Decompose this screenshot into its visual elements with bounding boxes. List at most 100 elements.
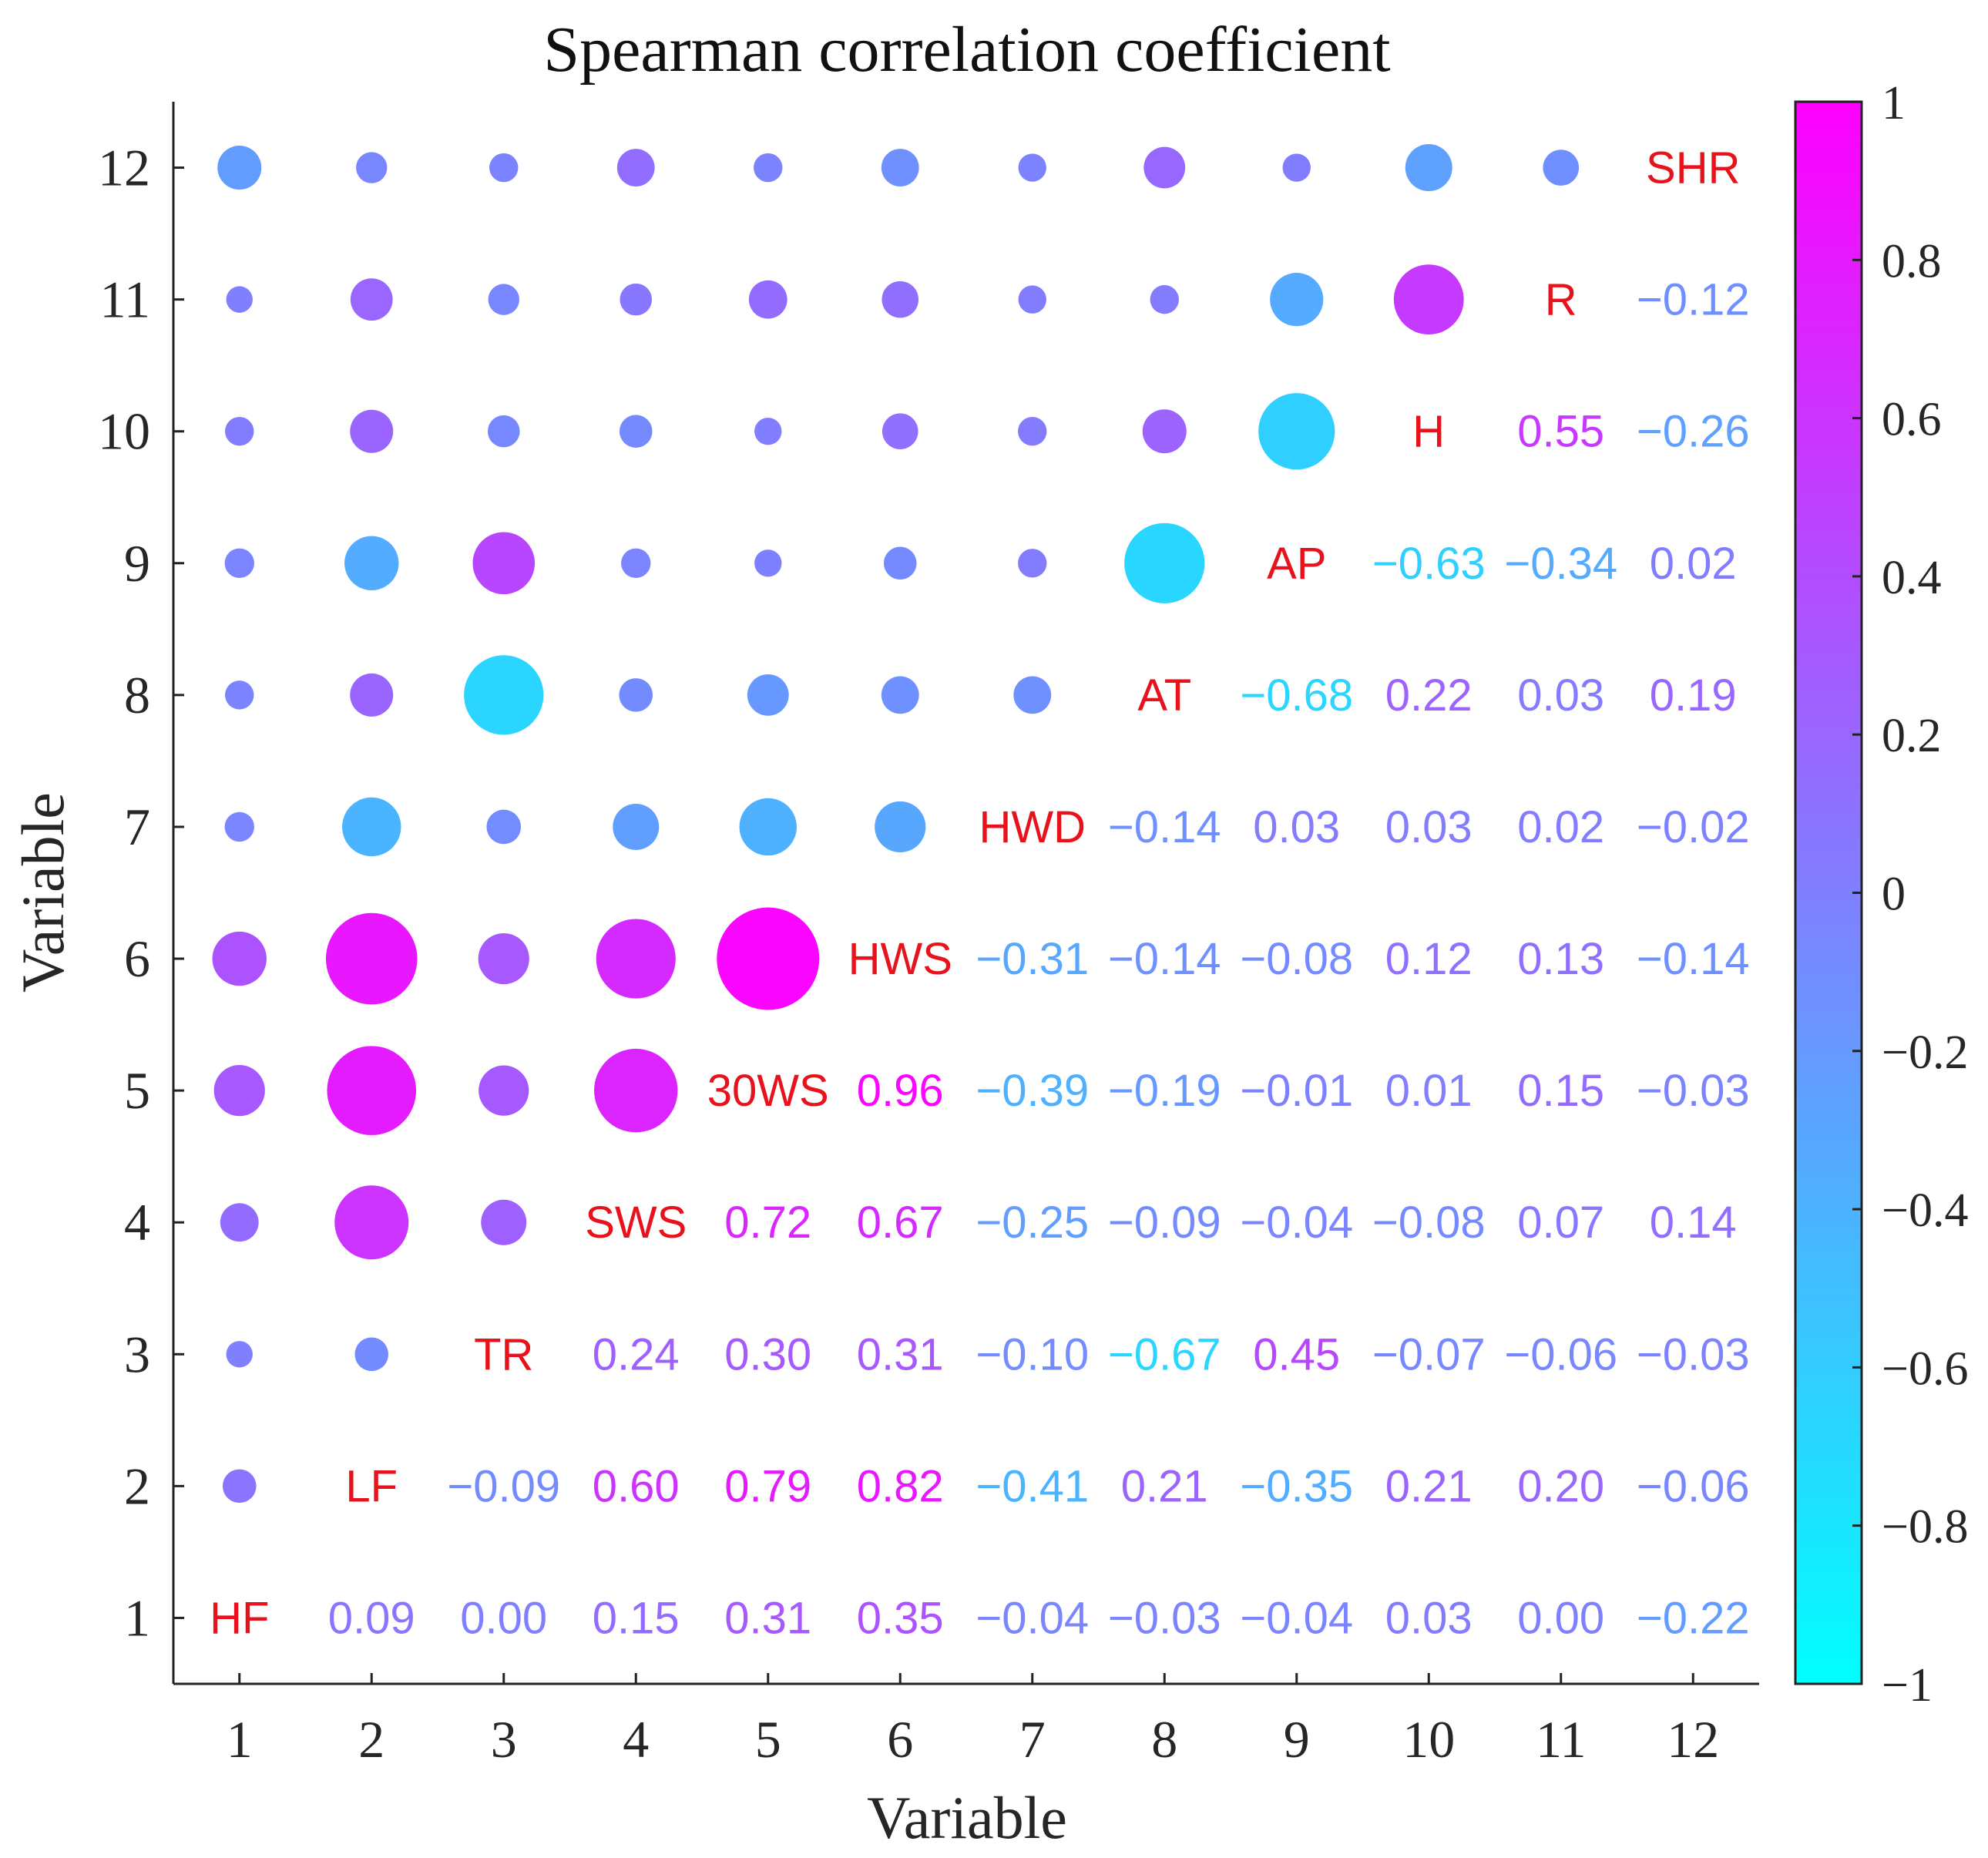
coefficient-label: 0.22 <box>1385 670 1473 721</box>
coefficient-label: 0.72 <box>724 1198 811 1248</box>
coefficient-label: 0.03 <box>1517 670 1604 721</box>
correlation-circle <box>1018 549 1047 578</box>
correlation-circle <box>486 809 522 845</box>
coefficient-label: −0.03 <box>1637 1066 1750 1116</box>
coefficient-label: −0.12 <box>1637 275 1750 325</box>
x-tick-label: 11 <box>1536 1710 1586 1769</box>
coefficient-label: −0.39 <box>976 1066 1089 1116</box>
correlation-circle <box>479 1065 529 1116</box>
coefficient-label: −0.41 <box>976 1461 1089 1511</box>
coefficient-label: 0.03 <box>1253 802 1340 852</box>
correlation-circle <box>883 546 917 580</box>
coefficient-label: 0.21 <box>1121 1461 1208 1511</box>
coefficient-label: 0.03 <box>1385 802 1473 852</box>
correlation-circle <box>748 280 787 319</box>
coefficient-label: 0.13 <box>1517 934 1604 984</box>
y-tick-label: 7 <box>124 798 150 856</box>
correlation-circle <box>334 1185 409 1260</box>
coefficient-label: −0.06 <box>1637 1461 1750 1511</box>
colorbar-gradient <box>1794 100 1863 1685</box>
coefficient-label: −0.04 <box>1240 1593 1353 1643</box>
coefficient-label: 0.67 <box>857 1198 944 1248</box>
colorbar-tick-label: 0.4 <box>1882 552 1942 604</box>
coefficient-label: 0.19 <box>1650 670 1737 721</box>
correlation-circle <box>464 655 544 735</box>
coefficient-label: −0.63 <box>1372 539 1486 589</box>
variable-label: HWS <box>848 934 952 984</box>
x-tick-label: 2 <box>358 1710 385 1769</box>
correlation-circle <box>754 549 782 577</box>
correlation-circle <box>1143 146 1186 189</box>
x-tick-label: 3 <box>491 1710 517 1769</box>
correlation-circle <box>596 919 676 999</box>
correlation-circle <box>1543 150 1580 186</box>
colorbar: 1 0.8 0.6 0.4 0.2 0 −0.2 −0.4 −0.6 −0.8 −1 <box>1794 77 1968 1712</box>
colorbar-tick-label: −0.8 <box>1882 1501 1968 1554</box>
coefficient-label: 0.35 <box>857 1593 944 1643</box>
correlation-circle <box>489 153 519 183</box>
coefficient-label: 0.00 <box>1517 1593 1604 1643</box>
variable-label: SWS <box>585 1198 687 1248</box>
coefficient-label: 0.12 <box>1385 934 1473 984</box>
x-tick-label: 8 <box>1151 1710 1177 1769</box>
correlation-circle <box>881 676 919 714</box>
correlation-circle <box>488 284 519 315</box>
correlation-circle <box>325 912 418 1005</box>
correlation-circle <box>747 674 789 716</box>
coefficient-label: 0.30 <box>724 1329 811 1379</box>
coefficient-label: −0.01 <box>1240 1066 1353 1116</box>
correlation-circle <box>344 536 399 590</box>
coefficient-label: −0.07 <box>1372 1329 1486 1379</box>
correlation-circle <box>472 532 536 595</box>
y-tick-label: 3 <box>124 1325 150 1383</box>
correlation-circle <box>487 415 520 448</box>
correlation-circle <box>1124 522 1205 603</box>
coefficient-label: 0.20 <box>1517 1461 1604 1511</box>
correlation-circle <box>226 1341 253 1368</box>
y-tick-label: 10 <box>98 402 150 461</box>
correlation-circle <box>354 1337 389 1372</box>
variable-label: H <box>1412 407 1445 457</box>
variable-label: SHR <box>1646 143 1740 193</box>
variable-label: AT <box>1137 670 1191 721</box>
coefficient-label: 0.02 <box>1517 802 1604 852</box>
x-axis-ticks: 1 2 3 4 5 6 7 8 9 10 11 12 <box>227 1673 1719 1769</box>
correlation-circle <box>875 801 926 853</box>
coefficient-label: −0.10 <box>976 1329 1089 1379</box>
coefficient-label: −0.19 <box>1108 1066 1221 1116</box>
y-tick-label: 5 <box>124 1061 150 1120</box>
chart-title: Spearman correlation coefficient <box>543 14 1390 86</box>
coefficient-label: 0.00 <box>460 1593 547 1643</box>
coefficient-label: −0.08 <box>1240 934 1353 984</box>
coefficient-label: 0.24 <box>593 1329 680 1379</box>
variable-label: HWD <box>979 802 1086 852</box>
correlation-circle <box>478 932 529 985</box>
correlation-circle <box>226 286 253 313</box>
x-tick-label: 9 <box>1284 1710 1310 1769</box>
correlation-circle <box>1393 264 1464 335</box>
plot-area <box>172 102 1759 1685</box>
coefficient-label: −0.08 <box>1372 1198 1486 1248</box>
y-axis-title: Variable <box>9 792 76 993</box>
variable-label: LF <box>345 1461 398 1511</box>
correlation-circle <box>1405 144 1452 192</box>
coefficient-label: −0.25 <box>976 1198 1089 1248</box>
correlation-circle <box>613 803 660 850</box>
y-tick-label: 6 <box>124 929 150 988</box>
coefficient-label: 0.55 <box>1517 407 1604 457</box>
colorbar-tick-label: 1 <box>1882 77 1906 129</box>
coefficient-label: −0.02 <box>1637 802 1750 852</box>
coefficient-label: 0.14 <box>1650 1198 1737 1248</box>
correlation-circle <box>1282 153 1311 182</box>
correlation-circle <box>350 278 393 321</box>
correlation-circle <box>739 798 797 856</box>
coefficient-label: 0.96 <box>857 1066 944 1116</box>
y-tick-label: 9 <box>124 534 150 593</box>
x-tick-label: 12 <box>1667 1710 1719 1769</box>
coefficient-label: −0.67 <box>1108 1329 1221 1379</box>
coefficient-label: −0.22 <box>1637 1593 1750 1643</box>
correlation-circle <box>1013 676 1052 714</box>
correlation-circle <box>619 415 653 449</box>
coefficient-label: −0.03 <box>1108 1593 1221 1643</box>
